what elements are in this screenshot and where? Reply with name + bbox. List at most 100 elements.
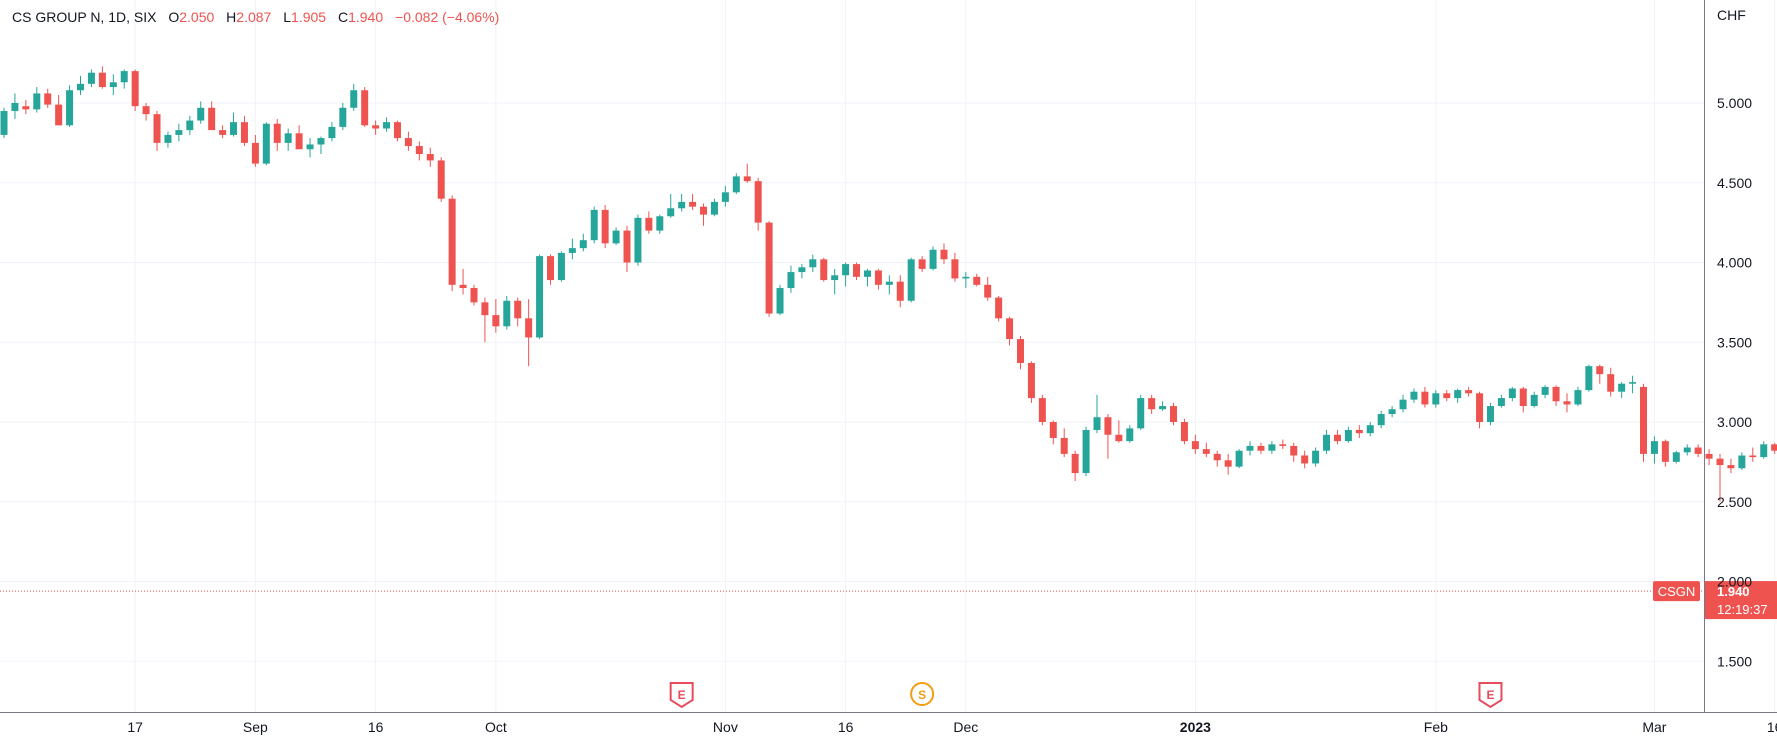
candle-body — [219, 130, 227, 135]
candle — [776, 284, 784, 316]
candle — [142, 103, 150, 121]
candle-body — [120, 71, 128, 83]
candle-body — [579, 240, 587, 249]
candle — [1301, 450, 1309, 469]
candle-body — [372, 125, 380, 129]
candle-body — [426, 154, 434, 161]
candle-body — [44, 93, 52, 105]
time-tick-label: 17 — [127, 719, 143, 735]
candle-body — [940, 249, 948, 260]
candle-body — [1060, 437, 1068, 454]
candle-body — [907, 259, 915, 301]
candle-body — [536, 256, 544, 338]
candle — [962, 272, 970, 289]
candle — [153, 110, 161, 151]
candle — [1399, 394, 1407, 413]
candle-body — [514, 300, 522, 319]
candle — [1650, 436, 1658, 464]
candle-body — [240, 122, 248, 143]
candle-body — [328, 126, 336, 139]
candle — [678, 193, 686, 212]
candle-body — [1454, 390, 1462, 399]
candle — [1170, 402, 1178, 426]
candle — [251, 134, 259, 167]
candle — [328, 122, 336, 142]
candle — [1333, 429, 1341, 445]
candle-body — [98, 72, 106, 88]
candle-body — [262, 123, 270, 164]
candle — [929, 246, 937, 271]
candle — [219, 125, 227, 139]
time-tick-label: Feb — [1424, 719, 1448, 735]
candle-body — [1290, 445, 1298, 456]
candle-body — [1585, 366, 1593, 391]
candle-body — [929, 249, 937, 269]
candle — [579, 233, 587, 252]
candle — [11, 93, 19, 119]
candle-body — [1148, 398, 1156, 410]
candle — [372, 120, 380, 135]
candle — [1716, 453, 1724, 502]
candle-body — [1705, 453, 1713, 459]
candle-body — [1115, 434, 1123, 442]
candle-body — [1191, 441, 1199, 450]
candle — [645, 211, 653, 234]
candle-body — [350, 90, 358, 108]
candle — [984, 276, 992, 301]
candle-body — [1541, 386, 1549, 395]
currency-label: CHF — [1717, 7, 1746, 23]
candle — [437, 157, 445, 202]
candle — [1574, 386, 1582, 407]
candle-body — [87, 72, 95, 84]
price-tick-label: 4.000 — [1717, 255, 1752, 271]
candle — [1016, 335, 1024, 370]
candle-body — [1333, 434, 1341, 442]
candle — [131, 69, 139, 111]
candle-body — [962, 276, 970, 279]
candle-body — [896, 281, 904, 301]
candle — [1563, 393, 1571, 413]
candle-body — [1180, 422, 1188, 442]
candle-body — [1006, 318, 1014, 340]
candle-body — [568, 248, 576, 253]
candle-body — [1235, 450, 1243, 467]
candle-body — [1027, 362, 1035, 399]
candle — [1727, 458, 1735, 474]
candle — [77, 75, 85, 96]
candle-body — [197, 107, 205, 121]
candle-body — [109, 82, 117, 88]
candle-body — [525, 318, 533, 338]
candle — [1071, 450, 1079, 482]
candle-body — [885, 281, 893, 285]
candle-body — [1607, 374, 1615, 392]
candle-body — [1640, 386, 1647, 454]
candle-body — [470, 288, 478, 303]
earnings-marker: E — [1478, 682, 1503, 709]
candle-body — [1399, 399, 1407, 410]
symbol-name[interactable]: CS GROUP N, 1D, SIX — [12, 9, 157, 25]
candle — [689, 193, 697, 210]
candle — [339, 103, 347, 131]
candle — [1355, 425, 1363, 438]
candle-body — [1224, 460, 1232, 467]
time-tick-label: 16 — [1767, 719, 1777, 735]
candle-body — [1323, 434, 1331, 451]
candle-body — [22, 106, 30, 110]
candle — [700, 203, 708, 226]
countdown-timer: 12:19:37 — [1717, 602, 1768, 617]
candle — [940, 243, 948, 265]
high-value: 2.087 — [236, 9, 272, 25]
candle-body — [175, 130, 183, 135]
candle — [601, 205, 609, 249]
candle — [710, 198, 718, 217]
candle-body — [492, 315, 500, 327]
candle — [590, 206, 598, 244]
grid-layer — [0, 0, 1776, 712]
candle-body — [153, 114, 161, 143]
candle — [1672, 450, 1680, 464]
candle — [863, 268, 871, 287]
candle — [1093, 394, 1101, 434]
candle — [186, 115, 194, 135]
